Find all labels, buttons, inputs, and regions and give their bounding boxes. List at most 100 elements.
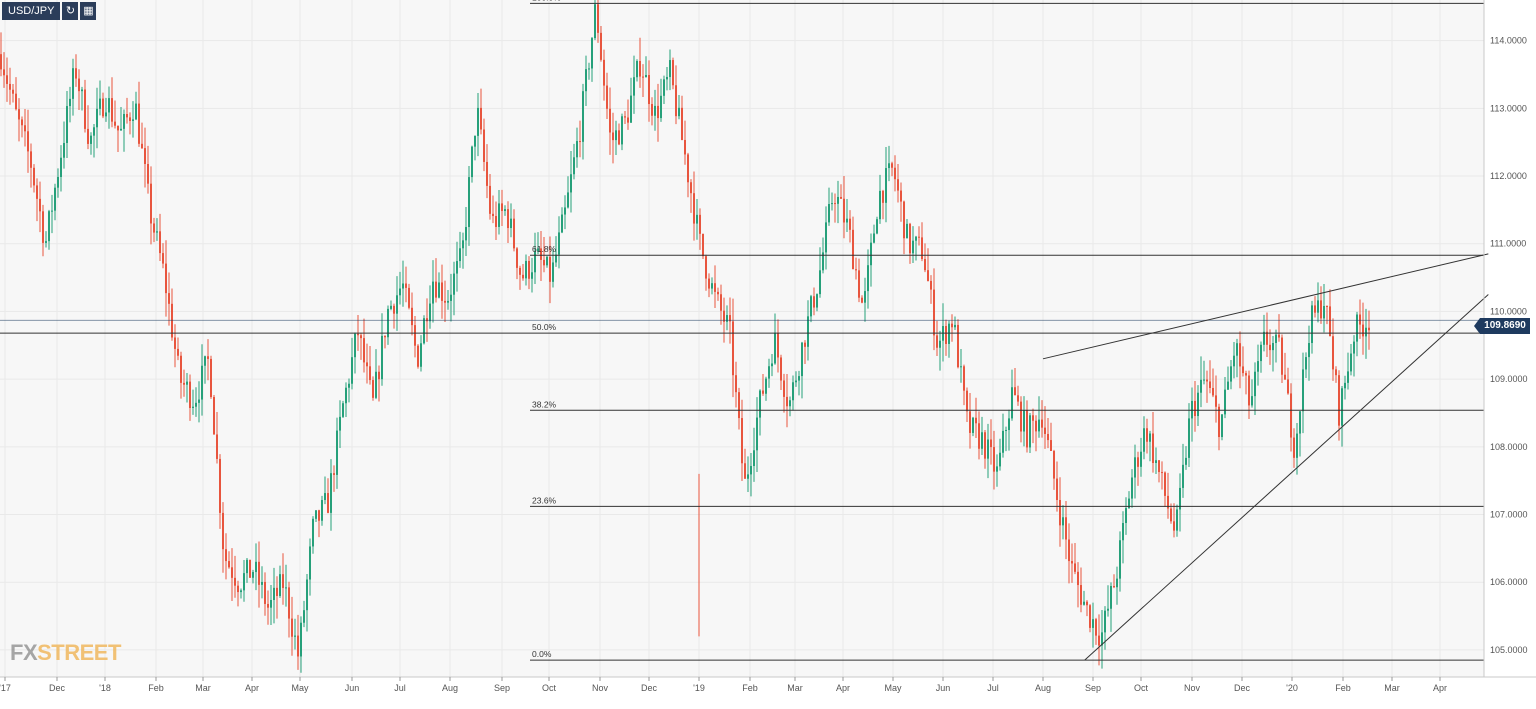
candle-body — [336, 430, 338, 475]
candle-body — [1308, 343, 1310, 358]
x-tick-label: Mar — [787, 683, 803, 693]
candle-body — [1296, 433, 1298, 458]
candle-body — [21, 119, 23, 126]
candle-body — [684, 139, 686, 155]
candle-body — [618, 130, 620, 145]
candle-body — [180, 355, 182, 383]
candle-body — [1320, 300, 1322, 319]
candle-body — [132, 119, 134, 121]
candle-body — [888, 163, 890, 169]
candle-body — [69, 98, 71, 107]
x-tick-label: Oct — [542, 683, 557, 693]
candle-body — [456, 261, 458, 274]
candle-body — [996, 466, 998, 472]
candle-body — [1005, 430, 1007, 432]
candle-body — [624, 116, 626, 118]
candle-body — [444, 300, 446, 303]
candle-body — [579, 141, 581, 143]
candle-body — [966, 390, 968, 412]
candle-body — [594, 4, 596, 39]
candle-body — [1143, 428, 1145, 452]
candle-body — [303, 610, 305, 623]
candle-body — [591, 38, 593, 69]
candle-body — [435, 281, 437, 298]
candle-body — [210, 358, 212, 398]
candle-body — [1062, 517, 1064, 526]
candle-body — [744, 463, 746, 479]
candle-body — [1077, 571, 1079, 586]
candle-body — [825, 222, 827, 253]
x-tick-label: Aug — [1035, 683, 1051, 693]
candle-body — [687, 154, 689, 183]
candle-body — [267, 603, 269, 608]
candle-body — [1329, 306, 1331, 337]
candle-body — [840, 196, 842, 199]
y-tick-label: 109.0000 — [1490, 374, 1528, 384]
trendline-upper — [1042, 253, 1489, 360]
refresh-icon[interactable]: ↻ — [62, 2, 79, 20]
candle-body — [1278, 334, 1280, 338]
candle-body — [597, 4, 599, 33]
x-tick-label: May — [291, 683, 309, 693]
candle-body — [93, 127, 95, 136]
candle-body — [417, 345, 419, 367]
x-tick-label: Sep — [1085, 683, 1101, 693]
candle-body — [420, 343, 422, 367]
candle-body — [282, 574, 284, 588]
candle-body — [294, 635, 296, 637]
candle-body — [477, 107, 479, 136]
candle-body — [108, 98, 110, 113]
candle-body — [783, 380, 785, 397]
x-axis: '17 Dec '18 Feb Mar Apr May Jun Jul Aug Sep Oct Nov D… — [0, 677, 1447, 693]
candle-body — [957, 324, 959, 368]
candle-body — [885, 168, 887, 203]
candle-body — [1146, 428, 1148, 442]
candle-body — [255, 561, 257, 573]
candle-body — [1056, 478, 1058, 501]
y-tick-label: 110.0000 — [1490, 306, 1527, 316]
symbol-label[interactable]: USD/JPY — [2, 2, 61, 20]
candle-body — [765, 378, 767, 394]
candle-body — [315, 510, 317, 519]
x-tick-label: Nov — [592, 683, 609, 693]
candle-body — [204, 356, 206, 366]
candle-body — [960, 366, 962, 368]
candle-body — [723, 310, 725, 322]
candle-body — [975, 417, 977, 424]
candle-body — [264, 581, 266, 604]
candle-body — [312, 518, 314, 547]
candle-body — [81, 89, 83, 92]
candle-body — [1128, 498, 1130, 509]
candle-body — [192, 406, 194, 408]
candle-body — [699, 214, 701, 234]
calendar-icon[interactable]: ▦ — [80, 2, 97, 20]
x-tick-label: Sep — [494, 683, 510, 693]
candle-body — [735, 375, 737, 393]
candle-body — [54, 187, 56, 211]
candle-body — [702, 233, 704, 257]
candle-body — [231, 567, 233, 578]
candle-body — [1104, 610, 1106, 633]
y-tick-label: 113.0000 — [1490, 103, 1527, 113]
candle-body — [672, 60, 674, 86]
candle-body — [309, 546, 311, 580]
candle-body — [1029, 415, 1031, 448]
candle-body — [585, 69, 587, 92]
candle-body — [366, 362, 368, 367]
y-tick-label: 114.0000 — [1490, 36, 1527, 46]
candle-body — [237, 585, 239, 593]
candle-body — [240, 590, 242, 593]
candle-body — [1221, 414, 1223, 438]
candle-body — [1302, 369, 1304, 412]
candle-body — [1353, 341, 1355, 354]
candle-body — [1203, 379, 1205, 381]
candle-body — [1134, 457, 1136, 478]
candle-body — [693, 193, 695, 224]
candle-body — [720, 294, 722, 311]
candle-body — [384, 335, 386, 338]
candle-body — [6, 75, 8, 84]
candle-body — [498, 203, 500, 227]
candle-body — [759, 390, 761, 418]
candle-body — [504, 209, 506, 211]
candle-body — [747, 474, 749, 479]
